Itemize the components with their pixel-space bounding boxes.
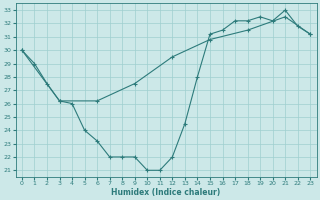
X-axis label: Humidex (Indice chaleur): Humidex (Indice chaleur) — [111, 188, 221, 197]
